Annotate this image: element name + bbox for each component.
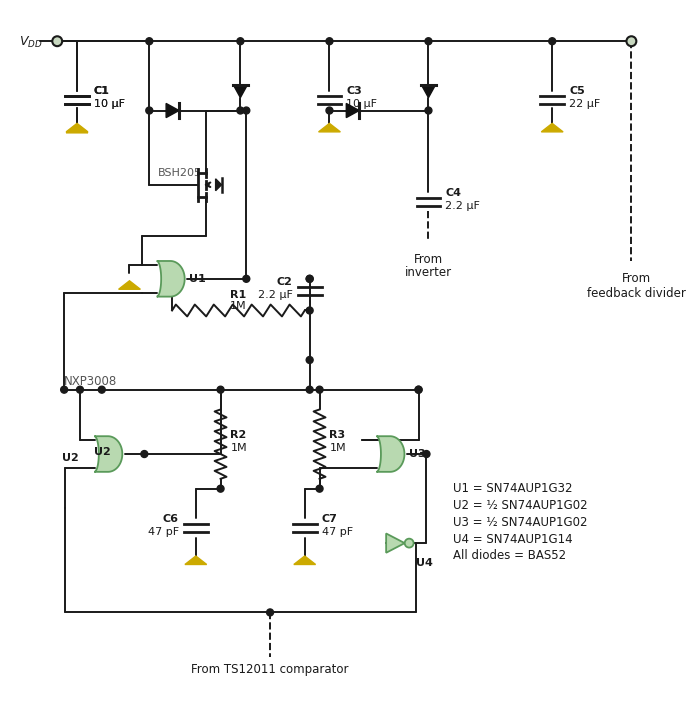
Circle shape — [423, 450, 430, 458]
Polygon shape — [94, 436, 122, 472]
Text: U1: U1 — [189, 274, 206, 284]
Text: C1: C1 — [94, 86, 110, 96]
Circle shape — [415, 386, 422, 393]
Circle shape — [243, 276, 250, 282]
Text: 1M: 1M — [330, 443, 346, 453]
Text: inverter: inverter — [405, 266, 452, 279]
Circle shape — [316, 485, 323, 492]
Circle shape — [626, 37, 636, 46]
Text: 2.2 µF: 2.2 µF — [445, 200, 480, 211]
Text: C7: C7 — [321, 514, 337, 524]
Text: U2: U2 — [62, 453, 79, 463]
Text: C1: C1 — [94, 86, 110, 96]
Text: From: From — [414, 253, 443, 266]
Text: 47 pF: 47 pF — [148, 527, 179, 537]
Text: $V_{DD}$: $V_{DD}$ — [19, 34, 43, 49]
Text: U2 = ½ SN74AUP1G02: U2 = ½ SN74AUP1G02 — [453, 499, 588, 512]
Text: 47 pF: 47 pF — [321, 527, 353, 537]
Polygon shape — [294, 556, 316, 564]
Polygon shape — [421, 84, 435, 97]
Circle shape — [425, 38, 432, 44]
Text: R2: R2 — [230, 430, 246, 440]
Circle shape — [405, 538, 414, 548]
Text: U4 = SN74AUP1G14: U4 = SN74AUP1G14 — [453, 533, 573, 546]
Polygon shape — [541, 123, 563, 132]
Text: C5: C5 — [569, 86, 584, 96]
Polygon shape — [66, 123, 88, 132]
Circle shape — [425, 107, 432, 114]
Text: C2: C2 — [277, 277, 293, 287]
Text: C3: C3 — [346, 86, 362, 96]
Circle shape — [61, 386, 68, 393]
Text: 2.2 µF: 2.2 µF — [258, 290, 293, 299]
Text: 10 µF: 10 µF — [94, 99, 125, 109]
Circle shape — [326, 107, 333, 114]
Text: From TS12011 comparator: From TS12011 comparator — [191, 663, 349, 677]
Circle shape — [306, 276, 313, 282]
Polygon shape — [377, 436, 405, 472]
Circle shape — [146, 107, 153, 114]
Text: NXP3008: NXP3008 — [64, 375, 118, 388]
Text: C6: C6 — [163, 514, 179, 524]
Polygon shape — [233, 84, 247, 97]
Text: U4: U4 — [416, 558, 433, 568]
Circle shape — [243, 107, 250, 114]
Text: U3: U3 — [409, 449, 426, 459]
Text: U3 = ½ SN74AUP1G02: U3 = ½ SN74AUP1G02 — [453, 516, 588, 529]
Circle shape — [306, 357, 313, 364]
Text: R1: R1 — [230, 290, 246, 299]
Circle shape — [326, 38, 333, 44]
Text: BSH205: BSH205 — [158, 168, 202, 178]
Polygon shape — [318, 123, 340, 132]
Circle shape — [52, 37, 62, 46]
Text: 1M: 1M — [230, 443, 247, 453]
Text: 1M: 1M — [230, 301, 246, 311]
Text: 10 µF: 10 µF — [346, 99, 377, 109]
Text: All diodes = BAS52: All diodes = BAS52 — [453, 549, 566, 563]
Text: R3: R3 — [330, 430, 346, 440]
Polygon shape — [166, 103, 179, 117]
Polygon shape — [185, 556, 206, 564]
Text: C4: C4 — [445, 188, 461, 198]
Circle shape — [267, 609, 274, 616]
Text: feedback divider: feedback divider — [587, 287, 686, 300]
Circle shape — [316, 386, 323, 393]
Polygon shape — [216, 179, 222, 190]
Polygon shape — [346, 103, 359, 117]
Text: U1 = SN74AUP1G32: U1 = SN74AUP1G32 — [453, 482, 573, 495]
Text: U2: U2 — [94, 447, 111, 457]
Circle shape — [98, 386, 105, 393]
Circle shape — [306, 386, 313, 393]
Circle shape — [237, 38, 244, 44]
Circle shape — [217, 485, 224, 492]
Circle shape — [76, 386, 83, 393]
Polygon shape — [386, 533, 405, 553]
Polygon shape — [118, 281, 141, 289]
Circle shape — [306, 307, 313, 314]
Circle shape — [237, 107, 244, 114]
Polygon shape — [157, 261, 185, 296]
Circle shape — [146, 38, 153, 44]
Polygon shape — [66, 125, 88, 133]
Circle shape — [217, 386, 224, 393]
Circle shape — [549, 38, 556, 44]
Circle shape — [141, 450, 148, 458]
Text: 10 µF: 10 µF — [94, 99, 125, 109]
Circle shape — [415, 386, 422, 393]
Text: 22 µF: 22 µF — [569, 99, 601, 109]
Text: From: From — [622, 272, 651, 285]
Circle shape — [306, 276, 313, 282]
